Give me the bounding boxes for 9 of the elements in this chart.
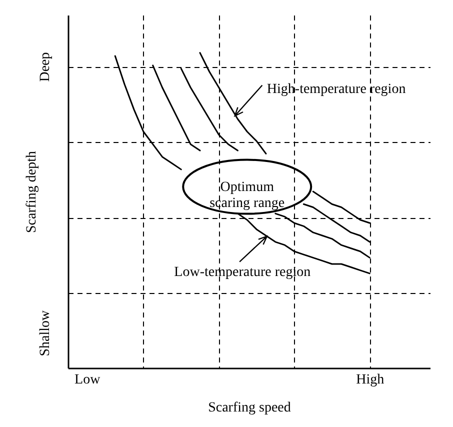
annotation: Optimum scaring range xyxy=(210,180,285,211)
annotation: High-temperature region xyxy=(266,82,406,98)
y-axis-title: Scarfing depth xyxy=(24,150,40,234)
annotation: Low-temperature region xyxy=(174,264,311,280)
text: Deep xyxy=(38,52,53,82)
text: Shallow xyxy=(38,309,53,356)
x-axis-title: Scarfing speed xyxy=(208,400,291,416)
x-tick-label: Low xyxy=(74,372,102,388)
x-tick-label: High xyxy=(356,372,384,388)
